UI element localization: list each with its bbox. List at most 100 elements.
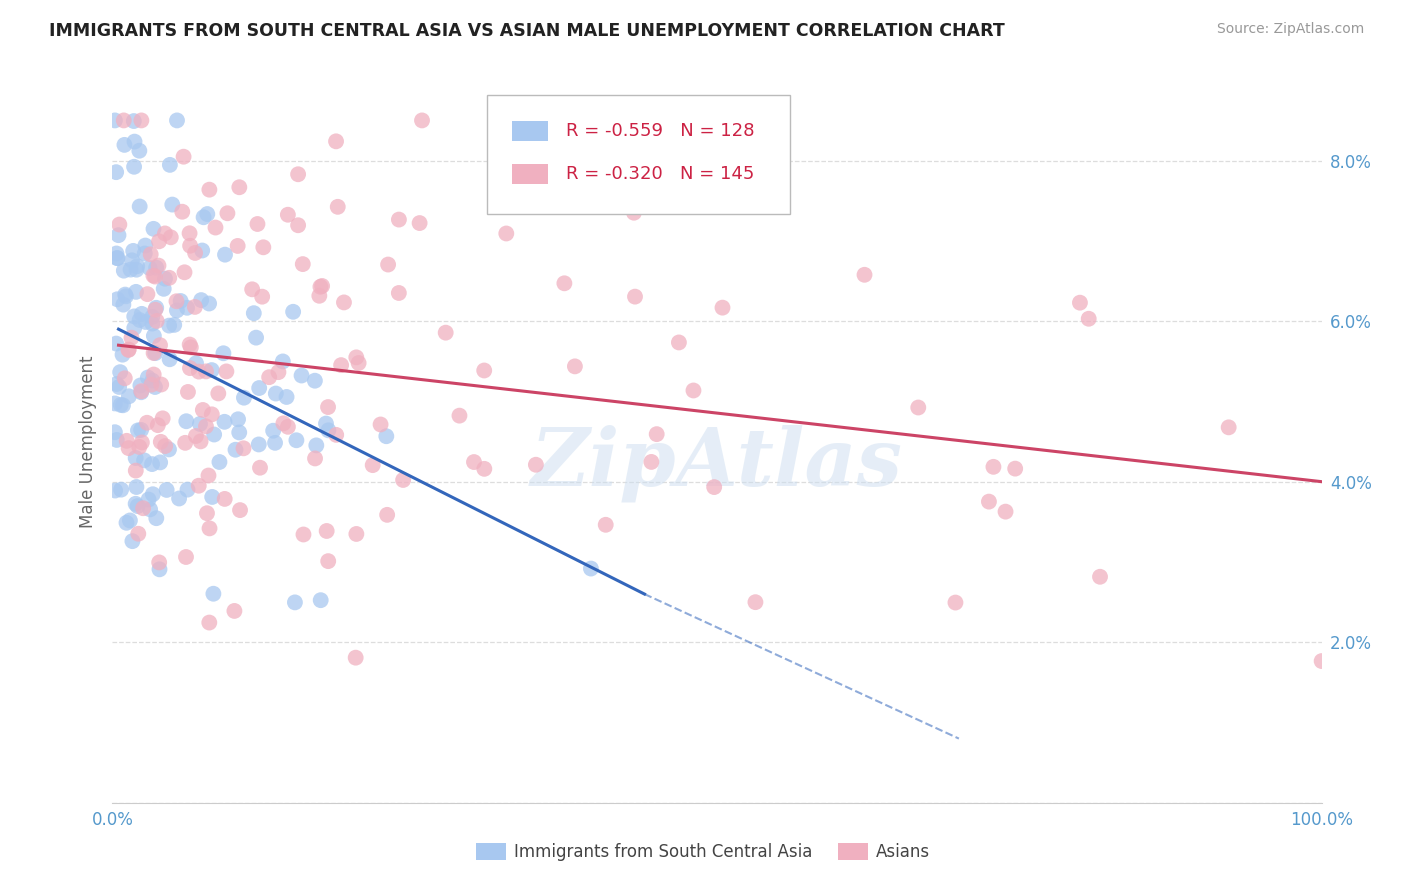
Point bbox=[107, 228, 129, 243]
Point bbox=[153, 439, 176, 453]
Point bbox=[179, 361, 201, 376]
Point bbox=[169, 293, 191, 308]
Text: R = -0.559   N = 128: R = -0.559 N = 128 bbox=[565, 122, 755, 140]
Point bbox=[247, 437, 270, 451]
Text: IMMIGRANTS FROM SOUTH CENTRAL ASIA VS ASIAN MALE UNEMPLOYMENT CORRELATION CHART: IMMIGRANTS FROM SOUTH CENTRAL ASIA VS AS… bbox=[49, 22, 1005, 40]
Point bbox=[325, 134, 347, 148]
Point bbox=[977, 494, 1000, 508]
Point bbox=[173, 265, 195, 279]
Point bbox=[136, 416, 159, 430]
Point bbox=[198, 296, 221, 310]
Point bbox=[104, 113, 127, 128]
Point bbox=[1310, 654, 1333, 668]
Point bbox=[153, 227, 176, 241]
Point bbox=[138, 492, 160, 507]
Point bbox=[228, 180, 250, 194]
Point bbox=[162, 197, 184, 211]
Point bbox=[194, 419, 217, 434]
Point bbox=[166, 113, 188, 128]
Point bbox=[191, 244, 214, 258]
Point bbox=[121, 253, 143, 268]
Point bbox=[262, 424, 284, 438]
Point bbox=[208, 455, 231, 469]
Point bbox=[108, 365, 131, 379]
Point bbox=[344, 650, 367, 665]
Point bbox=[115, 289, 138, 303]
Point bbox=[195, 506, 218, 520]
Point bbox=[224, 604, 246, 618]
Point bbox=[125, 480, 148, 494]
Point bbox=[122, 160, 145, 174]
Point bbox=[135, 315, 157, 329]
Point bbox=[142, 368, 165, 382]
Point bbox=[148, 556, 170, 570]
Point bbox=[198, 183, 221, 197]
Point bbox=[128, 313, 150, 327]
Point bbox=[105, 293, 128, 307]
Point bbox=[167, 491, 190, 506]
Point bbox=[264, 435, 287, 450]
Point bbox=[1069, 295, 1091, 310]
Point bbox=[146, 418, 169, 433]
Point bbox=[640, 455, 662, 469]
Point bbox=[408, 216, 430, 230]
Point bbox=[983, 459, 1005, 474]
Point bbox=[232, 442, 254, 456]
Point bbox=[201, 490, 224, 504]
Point bbox=[287, 219, 309, 233]
Point bbox=[124, 450, 146, 465]
Text: R = -0.320   N = 145: R = -0.320 N = 145 bbox=[565, 165, 754, 183]
Point bbox=[229, 503, 252, 517]
Point bbox=[375, 429, 398, 443]
Point bbox=[128, 144, 150, 158]
Point bbox=[1004, 461, 1026, 475]
Point bbox=[157, 270, 180, 285]
Point bbox=[125, 262, 148, 277]
Point bbox=[131, 113, 153, 128]
Point bbox=[198, 615, 221, 630]
Point bbox=[524, 458, 547, 472]
Point bbox=[128, 200, 150, 214]
Point bbox=[127, 499, 149, 513]
Point bbox=[472, 462, 495, 476]
Point bbox=[853, 268, 876, 282]
Point bbox=[129, 423, 152, 437]
Point bbox=[121, 534, 143, 549]
FancyBboxPatch shape bbox=[512, 120, 548, 141]
Point bbox=[472, 363, 495, 377]
Point bbox=[156, 483, 179, 497]
Point bbox=[711, 301, 734, 315]
Point bbox=[330, 358, 353, 372]
Point bbox=[392, 473, 415, 487]
Text: ZipAtlas: ZipAtlas bbox=[531, 425, 903, 502]
Point bbox=[141, 374, 163, 388]
Point bbox=[143, 302, 166, 317]
Point bbox=[124, 321, 146, 335]
Point bbox=[668, 335, 690, 350]
Point bbox=[121, 331, 143, 345]
Point bbox=[114, 287, 136, 301]
Point bbox=[202, 427, 225, 442]
Point bbox=[114, 137, 136, 152]
Point bbox=[142, 329, 165, 343]
Point bbox=[105, 336, 128, 351]
Point bbox=[245, 331, 267, 345]
Point bbox=[326, 200, 349, 214]
Point bbox=[273, 417, 295, 431]
Point bbox=[191, 403, 214, 417]
Point bbox=[118, 389, 141, 403]
Point bbox=[495, 227, 517, 241]
Point bbox=[315, 417, 337, 431]
Point bbox=[172, 204, 194, 219]
Point bbox=[184, 356, 207, 370]
Point bbox=[190, 434, 212, 449]
Point bbox=[134, 238, 156, 252]
Point bbox=[226, 412, 249, 426]
Point bbox=[105, 433, 128, 447]
Point bbox=[277, 208, 299, 222]
Point bbox=[159, 158, 181, 172]
Point bbox=[201, 363, 224, 377]
Point bbox=[240, 282, 263, 296]
Point bbox=[411, 113, 433, 128]
Point bbox=[150, 377, 173, 392]
